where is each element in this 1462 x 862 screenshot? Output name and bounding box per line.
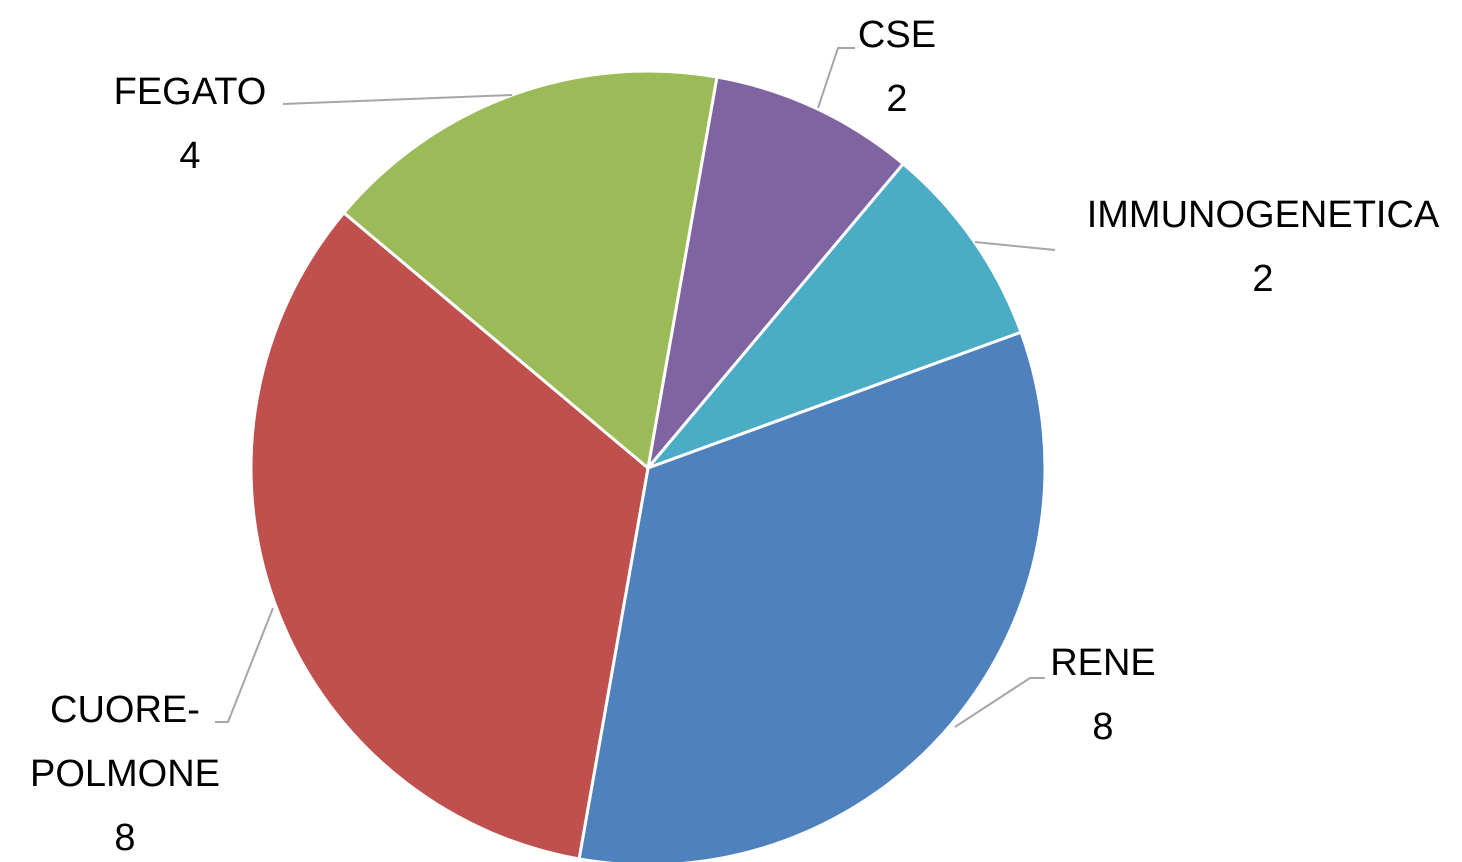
label-name: CSE xyxy=(857,14,937,56)
data-label: FEGATO 4 xyxy=(80,60,300,188)
data-label: CSE 2 xyxy=(797,3,997,131)
leader-line xyxy=(974,241,1056,251)
data-label: CUORE-POLMONE 8 xyxy=(25,678,225,862)
label-name: CUORE-POLMONE xyxy=(29,689,221,795)
label-name: IMMUNOGENETICA xyxy=(1086,194,1440,236)
label-name: RENE xyxy=(1050,642,1156,684)
leader-line xyxy=(282,94,513,105)
pie-slice xyxy=(249,210,650,861)
pie-slice xyxy=(643,161,1023,472)
label-value: 2 xyxy=(1252,258,1274,300)
pie-slice xyxy=(645,75,906,474)
label-value: 4 xyxy=(179,135,201,177)
leader-line xyxy=(817,47,855,109)
label-name: FEGATO xyxy=(113,71,267,113)
label-value: 8 xyxy=(1092,706,1114,748)
leader-line xyxy=(215,607,274,723)
label-value: 2 xyxy=(886,78,908,120)
label-value: 8 xyxy=(114,817,136,859)
pie-slice xyxy=(341,69,719,471)
pie-slice xyxy=(577,330,1047,862)
leader-line xyxy=(954,677,1045,728)
slices xyxy=(249,69,1047,862)
data-label: RENE 8 xyxy=(1003,631,1203,759)
data-label: IMMUNOGENETICA 2 xyxy=(1053,183,1462,311)
